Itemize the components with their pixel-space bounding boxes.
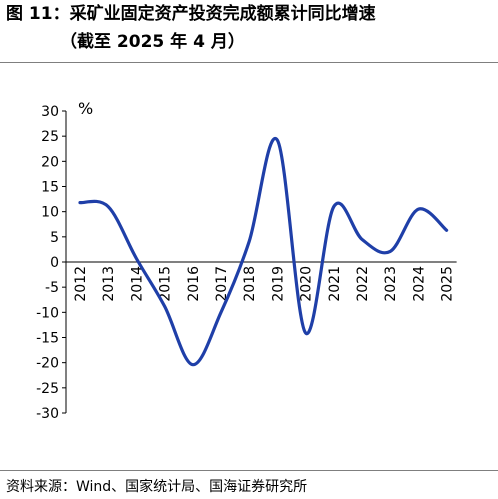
y-tick-label: 15	[41, 180, 59, 196]
y-axis-unit-label: %	[78, 99, 93, 118]
x-tick-label: 2014	[129, 266, 145, 302]
x-tick-label: 2016	[186, 266, 202, 302]
x-tick-label: 2025	[440, 266, 456, 302]
y-tick-label: 20	[41, 154, 59, 170]
x-tick-label: 2013	[101, 266, 117, 302]
series-line	[78, 136, 449, 367]
y-tick-label: -30	[36, 406, 59, 422]
x-tick-label: 2017	[214, 266, 230, 302]
title-divider	[0, 62, 498, 63]
x-tick-label: 2024	[411, 266, 427, 302]
y-tick-label: 30	[41, 104, 59, 120]
x-tick-label: 2015	[158, 266, 174, 302]
source-note: 资料来源：Wind、国家统计局、国海证券研究所	[6, 479, 308, 495]
x-tick-label: 2020	[299, 266, 315, 302]
y-tick-label: 10	[41, 205, 59, 221]
y-tick-label: 0	[50, 255, 59, 271]
x-tick-label: 2023	[383, 266, 399, 302]
y-tick-label: -10	[36, 305, 59, 321]
x-axis-labels: 2012 2013 2014 2015 2016 2017 2018 2019 2020 2021…	[73, 266, 456, 302]
chart-subtitle: （截至 2025 年 4 月）	[60, 32, 245, 52]
x-tick-label: 2021	[327, 266, 343, 302]
y-tick-label: -25	[36, 381, 59, 397]
y-tick-label: 25	[41, 129, 59, 145]
x-tick-label: 2019	[270, 266, 286, 302]
x-tick-label: 2018	[242, 266, 258, 302]
x-tick-label: 2022	[355, 266, 371, 302]
y-tick-label: 5	[50, 230, 59, 246]
y-tick-label: -20	[36, 356, 59, 372]
chart-title: 图 11：采矿业固定资产投资完成额累计同比增速	[6, 4, 376, 24]
x-tick-label: 2012	[73, 266, 89, 302]
y-tick-label: -15	[36, 331, 59, 347]
y-tick-label: -5	[45, 280, 59, 296]
source-divider	[0, 470, 498, 471]
